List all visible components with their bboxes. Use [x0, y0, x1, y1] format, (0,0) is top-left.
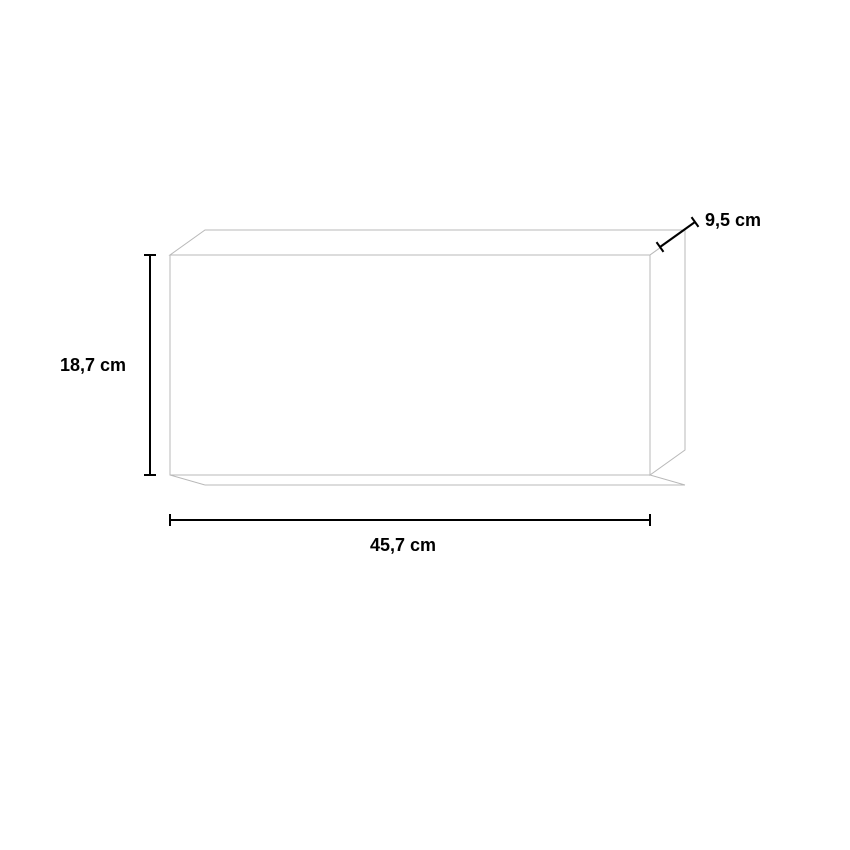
depth-label: 9,5 cm [705, 210, 761, 231]
depth-dim-tick-far [692, 217, 699, 227]
box-top-face [170, 230, 685, 255]
height-label: 18,7 cm [60, 355, 126, 376]
box-front-face [170, 255, 650, 475]
diagram-svg [0, 0, 850, 850]
dimension-diagram: 18,7 cm 45,7 cm 9,5 cm [0, 0, 850, 850]
box-side-face [650, 230, 685, 475]
box-base-right [650, 475, 685, 485]
box-base-edge [170, 475, 205, 485]
width-label: 45,7 cm [370, 535, 436, 556]
